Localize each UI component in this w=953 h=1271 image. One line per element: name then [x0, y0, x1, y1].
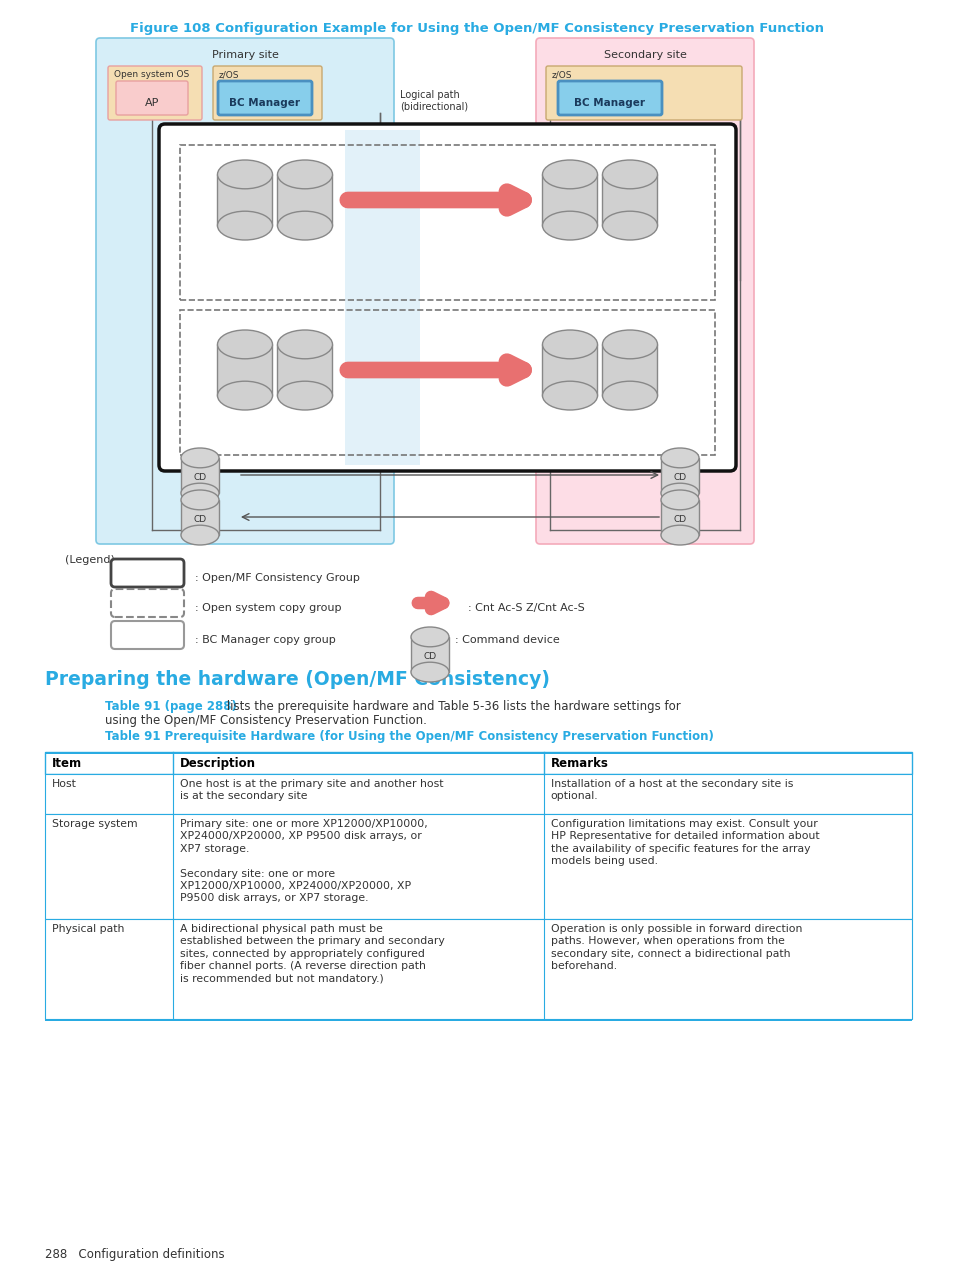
Ellipse shape — [602, 211, 657, 240]
Text: Logical path
(bidirectional): Logical path (bidirectional) — [399, 90, 468, 112]
Bar — [217, 174, 273, 225]
Text: CD: CD — [673, 515, 686, 524]
Ellipse shape — [660, 491, 699, 510]
FancyBboxPatch shape — [96, 38, 394, 544]
Ellipse shape — [602, 381, 657, 411]
Ellipse shape — [181, 491, 219, 510]
Text: Open system OS: Open system OS — [113, 70, 189, 79]
Text: using the Open/MF Consistency Preservation Function.: using the Open/MF Consistency Preservati… — [105, 714, 426, 727]
Ellipse shape — [181, 447, 219, 468]
Text: BC Manager: BC Manager — [230, 98, 300, 108]
Bar — [602, 344, 657, 395]
Ellipse shape — [411, 662, 449, 683]
Bar — [45, 919, 911, 1019]
Bar — [45, 813, 911, 919]
Ellipse shape — [217, 211, 273, 240]
Ellipse shape — [411, 627, 449, 647]
Text: Configuration limitations may exist. Consult your
HP Representative for detailed: Configuration limitations may exist. Con… — [550, 819, 819, 867]
Bar — [277, 344, 333, 395]
Bar — [660, 500, 699, 535]
Bar — [45, 752, 911, 774]
Text: Preparing the hardware (Open/MF Consistency): Preparing the hardware (Open/MF Consiste… — [45, 670, 550, 689]
Bar — [217, 344, 273, 395]
Text: Secondary site: Secondary site — [603, 50, 686, 60]
Text: Installation of a host at the secondary site is
optional.: Installation of a host at the secondary … — [550, 779, 792, 802]
Text: z/OS: z/OS — [219, 70, 239, 79]
Bar — [277, 174, 333, 225]
Ellipse shape — [181, 483, 219, 503]
Text: Remarks: Remarks — [550, 758, 608, 770]
Text: Primary site: one or more XP12000/XP10000,
XP24000/XP20000, XP P9500 disk arrays: Primary site: one or more XP12000/XP1000… — [180, 819, 428, 904]
Text: lists the prerequisite hardware and Table 5-36 lists the hardware settings for: lists the prerequisite hardware and Tabl… — [223, 700, 680, 713]
Ellipse shape — [542, 381, 597, 411]
Text: A bidirectional physical path must be
established between the primary and second: A bidirectional physical path must be es… — [180, 924, 445, 984]
Bar — [542, 344, 597, 395]
Ellipse shape — [660, 447, 699, 468]
FancyBboxPatch shape — [159, 125, 735, 472]
Bar — [45, 1018, 911, 1021]
Text: BC Manager: BC Manager — [574, 98, 645, 108]
Text: CD: CD — [423, 652, 436, 661]
Text: : Cnt Ac-S Z/Cnt Ac-S: : Cnt Ac-S Z/Cnt Ac-S — [468, 602, 584, 613]
FancyBboxPatch shape — [213, 66, 322, 119]
Bar — [181, 458, 219, 493]
Text: : Command device: : Command device — [455, 636, 559, 644]
Bar — [45, 774, 911, 813]
Text: Operation is only possible in forward direction
paths. However, when operations : Operation is only possible in forward di… — [550, 924, 801, 971]
Ellipse shape — [277, 330, 333, 358]
Bar — [542, 174, 597, 225]
Text: CD: CD — [193, 515, 207, 524]
Text: : Open/MF Consistency Group: : Open/MF Consistency Group — [194, 573, 359, 583]
FancyBboxPatch shape — [218, 81, 312, 114]
Ellipse shape — [542, 160, 597, 189]
Text: Figure 108 Configuration Example for Using the Open/MF Consistency Preservation : Figure 108 Configuration Example for Usi… — [130, 22, 823, 36]
Ellipse shape — [542, 211, 597, 240]
Text: (Legend): (Legend) — [65, 555, 114, 566]
Text: Primary site: Primary site — [212, 50, 278, 60]
Bar — [345, 130, 419, 465]
FancyBboxPatch shape — [111, 622, 184, 649]
Bar — [180, 145, 714, 300]
FancyBboxPatch shape — [108, 66, 202, 119]
FancyBboxPatch shape — [536, 38, 753, 544]
Ellipse shape — [217, 381, 273, 411]
FancyBboxPatch shape — [545, 66, 741, 119]
Text: Table 91 Prerequisite Hardware (for Using the Open/MF Consistency Preservation F: Table 91 Prerequisite Hardware (for Usin… — [105, 730, 713, 744]
FancyBboxPatch shape — [111, 588, 184, 616]
Ellipse shape — [277, 160, 333, 189]
Text: Table 91 (page 288): Table 91 (page 288) — [105, 700, 236, 713]
Text: z/OS: z/OS — [552, 70, 572, 79]
Text: : BC Manager copy group: : BC Manager copy group — [194, 636, 335, 644]
Text: Item: Item — [52, 758, 82, 770]
Ellipse shape — [602, 160, 657, 189]
Ellipse shape — [542, 330, 597, 358]
Bar — [411, 637, 449, 672]
Text: : Open system copy group: : Open system copy group — [194, 602, 341, 613]
FancyBboxPatch shape — [111, 559, 184, 587]
Ellipse shape — [660, 525, 699, 545]
Ellipse shape — [277, 381, 333, 411]
Ellipse shape — [277, 211, 333, 240]
Text: Physical path: Physical path — [52, 924, 124, 934]
Text: AP: AP — [145, 98, 159, 108]
Text: CD: CD — [673, 473, 686, 482]
Text: One host is at the primary site and another host
is at the secondary site: One host is at the primary site and anot… — [180, 779, 443, 802]
Bar — [602, 174, 657, 225]
Ellipse shape — [602, 330, 657, 358]
FancyBboxPatch shape — [116, 81, 188, 114]
Text: Host: Host — [52, 779, 77, 789]
Bar — [181, 500, 219, 535]
Text: CD: CD — [193, 473, 207, 482]
Ellipse shape — [217, 330, 273, 358]
Bar — [45, 751, 911, 754]
FancyBboxPatch shape — [558, 81, 661, 114]
Text: Description: Description — [180, 758, 256, 770]
Bar — [180, 310, 714, 455]
Text: Storage system: Storage system — [52, 819, 137, 829]
Ellipse shape — [217, 160, 273, 189]
Ellipse shape — [181, 525, 219, 545]
Ellipse shape — [660, 483, 699, 503]
Text: 288   Configuration definitions: 288 Configuration definitions — [45, 1248, 224, 1261]
Bar — [660, 458, 699, 493]
